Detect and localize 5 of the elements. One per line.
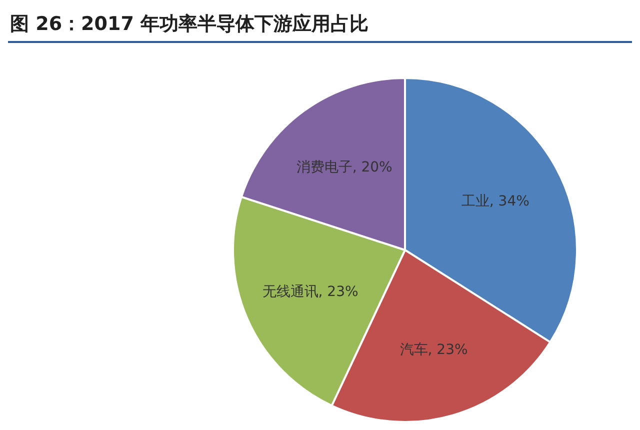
slice-label: 汽车, 23%	[400, 342, 468, 358]
chart-title: 图 26：2017 年功率半导体下游应用占比	[10, 13, 369, 35]
slice-label: 消费电子, 20%	[296, 160, 392, 176]
slice-label: 工业, 34%	[461, 193, 530, 210]
slice-label: 无线通讯, 23%	[262, 284, 358, 300]
